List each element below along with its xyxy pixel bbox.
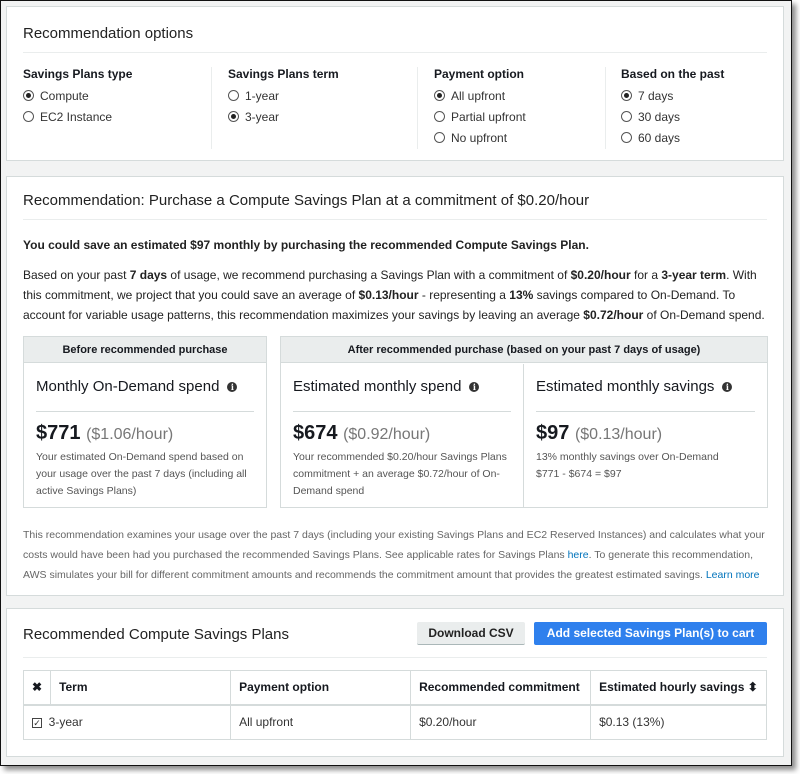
column-savings[interactable]: Estimated hourly savings ⬍ bbox=[590, 670, 767, 706]
radio-button-icon[interactable] bbox=[434, 90, 445, 101]
radio-label: 7 days bbox=[638, 88, 674, 103]
clear-selection-icon[interactable]: ✖ bbox=[22, 670, 52, 706]
column-commitment: Recommended commitment bbox=[410, 670, 592, 706]
radio-button-icon[interactable] bbox=[228, 90, 239, 101]
card-amount: $97 ($0.13/hour) bbox=[536, 422, 663, 444]
recommended-plans-panel: Recommended Compute Savings Plans Downlo… bbox=[6, 608, 784, 757]
radio-option[interactable]: 7 days bbox=[621, 85, 724, 106]
panel-title: Recommendation options bbox=[23, 25, 194, 42]
recommendation-body: Based on your past 7 days of usage, we r… bbox=[23, 268, 765, 322]
download-csv-button[interactable]: Download CSV bbox=[417, 622, 525, 645]
group-label: Based on the past bbox=[621, 67, 725, 81]
radio-option[interactable]: Compute bbox=[23, 85, 132, 106]
radio-option[interactable]: No upfront bbox=[434, 127, 526, 148]
option-group: Based on the past 7 days 30 days 60 days bbox=[621, 67, 724, 152]
card-on-demand: Monthly On-Demand spend i $771 ($1.06/hou… bbox=[24, 364, 266, 507]
payment-cell: All upfront bbox=[230, 704, 412, 740]
column-payment: Payment option bbox=[230, 670, 412, 706]
info-icon[interactable]: i bbox=[469, 382, 480, 392]
here-link[interactable]: here bbox=[567, 549, 589, 561]
option-group: Savings Plans type Compute EC2 Instance bbox=[23, 67, 132, 152]
card-title: Monthly On-Demand spend bbox=[36, 378, 220, 395]
card-calculation: $771 - $674 = $97 bbox=[536, 468, 622, 480]
add-to-cart-button[interactable]: Add selected Savings Plan(s) to cart bbox=[534, 622, 767, 645]
column-term: Term bbox=[50, 670, 232, 706]
card-description: 13% monthly savings over On-Demand bbox=[536, 451, 719, 463]
footer-note: This recommendation examines your usage … bbox=[23, 529, 765, 581]
recommendation-panel: Recommendation: Purchase a Compute Savin… bbox=[6, 176, 784, 596]
info-icon[interactable]: i bbox=[227, 382, 238, 392]
radio-label: All upfront bbox=[451, 88, 506, 103]
radio-label: 60 days bbox=[638, 130, 681, 145]
before-box: Before recommended purchase Monthly On-D… bbox=[23, 336, 267, 508]
card-amount: $674 ($0.92/hour) bbox=[293, 422, 431, 444]
radio-button-icon[interactable] bbox=[621, 132, 632, 143]
option-group: Payment option All upfront Partial upfront… bbox=[434, 67, 526, 152]
radio-option[interactable]: 60 days bbox=[621, 127, 724, 148]
recommendation-title: Recommendation: Purchase a Compute Savin… bbox=[23, 192, 590, 209]
recommendation-options-panel: Recommendation options Savings Plans typ… bbox=[6, 6, 784, 161]
radio-button-icon[interactable] bbox=[621, 111, 632, 122]
radio-button-icon[interactable] bbox=[434, 132, 445, 143]
before-header: Before recommended purchase bbox=[24, 337, 266, 363]
card-estimated-savings: Estimated monthly savings i $97 ($0.13/ho… bbox=[524, 364, 767, 507]
option-group: Savings Plans term 1-year 3-year bbox=[228, 67, 339, 152]
plans-table: ✖ Term Payment option Recommended commit… bbox=[22, 670, 767, 740]
after-box: After recommended purchase (based on you… bbox=[280, 336, 768, 508]
term-cell: 3-year bbox=[48, 715, 83, 730]
radio-button-icon[interactable] bbox=[434, 111, 445, 122]
radio-label: Compute bbox=[40, 88, 89, 103]
radio-button-icon[interactable] bbox=[621, 90, 632, 101]
plans-title: Recommended Compute Savings Plans bbox=[23, 626, 289, 643]
radio-button-icon[interactable] bbox=[23, 90, 34, 101]
sort-icon[interactable]: ⬍ bbox=[747, 680, 758, 695]
card-description: Your estimated On-Demand spend based on … bbox=[36, 451, 247, 497]
headline: You could save an estimated $97 monthly … bbox=[23, 238, 589, 252]
radio-option[interactable]: 1-year bbox=[228, 85, 339, 106]
card-estimated-spend: Estimated monthly spend i $674 ($0.92/hou… bbox=[281, 364, 524, 507]
radio-label: 30 days bbox=[638, 109, 681, 124]
radio-option[interactable]: 30 days bbox=[621, 106, 724, 127]
radio-button-icon[interactable] bbox=[23, 111, 34, 122]
radio-button-icon[interactable] bbox=[228, 111, 239, 122]
card-title: Estimated monthly spend bbox=[293, 378, 462, 395]
card-title: Estimated monthly savings bbox=[536, 378, 715, 395]
table-row: ✓ 3-year All upfront $0.20/hour $0.13 (1… bbox=[22, 704, 767, 740]
table-header: ✖ Term Payment option Recommended commit… bbox=[22, 670, 767, 706]
page: Recommendation options Savings Plans typ… bbox=[0, 0, 792, 766]
info-icon[interactable]: i bbox=[722, 382, 733, 392]
savings-cell: $0.13 (13%) bbox=[590, 704, 767, 740]
radio-label: 1-year bbox=[245, 88, 280, 103]
card-description: Your recommended $0.20/hour Savings Plan… bbox=[293, 451, 507, 497]
card-amount: $771 ($1.06/hour) bbox=[36, 422, 174, 444]
radio-label: EC2 Instance bbox=[40, 109, 113, 124]
radio-option[interactable]: Partial upfront bbox=[434, 106, 526, 127]
radio-label: No upfront bbox=[451, 130, 508, 145]
commitment-cell: $0.20/hour bbox=[410, 704, 592, 740]
group-label: Savings Plans term bbox=[228, 67, 339, 81]
radio-label: 3-year bbox=[245, 109, 280, 124]
group-label: Payment option bbox=[434, 67, 525, 81]
radio-label: Partial upfront bbox=[451, 109, 526, 124]
group-label: Savings Plans type bbox=[23, 67, 133, 81]
radio-option[interactable]: EC2 Instance bbox=[23, 106, 132, 127]
radio-option[interactable]: 3-year bbox=[228, 106, 339, 127]
learn-more-link[interactable]: Learn more bbox=[705, 569, 760, 581]
after-header: After recommended purchase (based on you… bbox=[281, 337, 767, 363]
row-checkbox[interactable]: ✓ bbox=[32, 718, 42, 729]
radio-option[interactable]: All upfront bbox=[434, 85, 526, 106]
